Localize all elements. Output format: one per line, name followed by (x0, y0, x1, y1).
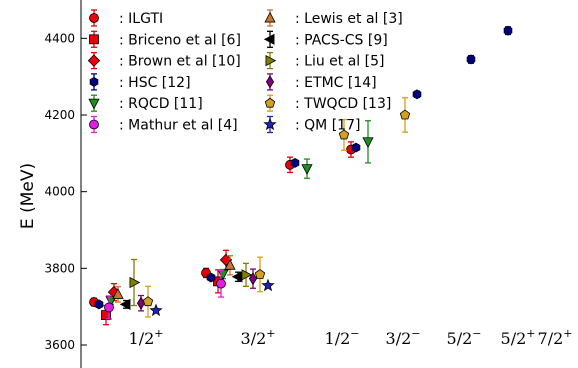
data-point (261, 278, 275, 292)
data-point (112, 288, 124, 299)
x-category-label: 1/2+ (129, 327, 164, 348)
legend-marker (264, 97, 276, 108)
legend-entry: : TWQCD [13] (264, 94, 391, 112)
y-tick-label: 4400 (44, 31, 75, 45)
data-point (94, 299, 104, 310)
x-category-label: 5/2− (447, 327, 482, 348)
legend-marker (264, 11, 276, 23)
data-point (119, 298, 131, 310)
legend-label: : TWQCD [13] (295, 96, 391, 112)
legend-entry: : ILGTI (89, 9, 163, 27)
data-point (216, 278, 226, 289)
series-10 (142, 97, 411, 318)
legend-entry: : RQCD [11] (88, 94, 203, 112)
data-point (248, 272, 258, 286)
data-point (142, 296, 154, 307)
data-point (301, 164, 313, 175)
legend-entry: : HSC [12] (89, 73, 191, 91)
data-point (231, 271, 243, 283)
x-category-label: 3/2− (386, 327, 421, 348)
data-point (224, 259, 236, 270)
data-point (254, 269, 266, 279)
data-point (466, 54, 476, 65)
legend-entry: : QM [17] (263, 115, 360, 134)
legend-label: : Lewis et al [3] (295, 11, 403, 27)
series-3 (94, 25, 513, 310)
legend-label: : PACS-CS [9] (295, 32, 388, 48)
data-point (241, 269, 253, 281)
legend-entry: : Liu et al [5] (265, 51, 384, 70)
y-tick-label: 3600 (44, 338, 75, 352)
legend-label: : RQCD [11] (119, 96, 203, 112)
legend-label: : ETMC [14] (295, 75, 377, 91)
legend-marker (89, 34, 99, 45)
x-category-label: 1/2− (325, 327, 360, 348)
legend-marker (89, 13, 99, 23)
legend-marker (265, 75, 275, 89)
series-11 (149, 278, 275, 317)
data-point (412, 89, 422, 100)
legend-marker (265, 54, 277, 67)
y-tick-label: 4000 (44, 185, 75, 199)
legend-marker (88, 98, 100, 110)
legend-label: : ILGTI (119, 11, 163, 27)
legend-entry: : Briceno et al [6] (89, 30, 241, 48)
data-point (136, 296, 146, 310)
y-axis-label: E (MeV) (18, 163, 38, 229)
series-8 (129, 258, 253, 307)
data-point (362, 137, 374, 149)
x-category-label: 5/2+ (501, 327, 536, 348)
legend-label: : Briceno et al [6] (119, 32, 241, 48)
y-tick-label: 4200 (44, 108, 75, 122)
legend-label: : Liu et al [5] (295, 54, 384, 70)
data-point (149, 303, 163, 317)
legend-label: : Brown et al [10] (119, 54, 241, 70)
legend-entry: : PACS-CS [9] (263, 30, 388, 48)
data-point (206, 272, 216, 283)
legend-label: : Mathur et al [4] (119, 118, 238, 134)
legend-entry: : Brown et al [10] (87, 51, 241, 70)
data-point (104, 302, 114, 313)
x-category-label: 7/2+ (538, 327, 573, 348)
x-category-label: 3/2+ (241, 327, 276, 348)
series-5 (104, 269, 226, 320)
data-point (399, 109, 411, 120)
data-point (351, 142, 361, 153)
series-9 (136, 268, 258, 312)
y-tick-label: 3800 (44, 261, 75, 275)
legend-marker (263, 117, 277, 131)
legend-label: : HSC [12] (119, 75, 191, 91)
legend-entry: : ETMC [14] (265, 73, 377, 91)
legend-marker (87, 54, 101, 67)
data-point (503, 25, 513, 36)
data-point (290, 157, 300, 168)
series-6 (112, 255, 236, 303)
legend-marker (263, 33, 275, 45)
data-point (338, 129, 350, 140)
legend-marker (89, 76, 99, 87)
legend-label: : QM [17] (295, 118, 360, 134)
legend-marker (89, 119, 99, 130)
legend-entry: : Mathur et al [4] (89, 115, 238, 134)
data-point (129, 276, 141, 289)
legend-entry: : Lewis et al [3] (264, 9, 403, 27)
